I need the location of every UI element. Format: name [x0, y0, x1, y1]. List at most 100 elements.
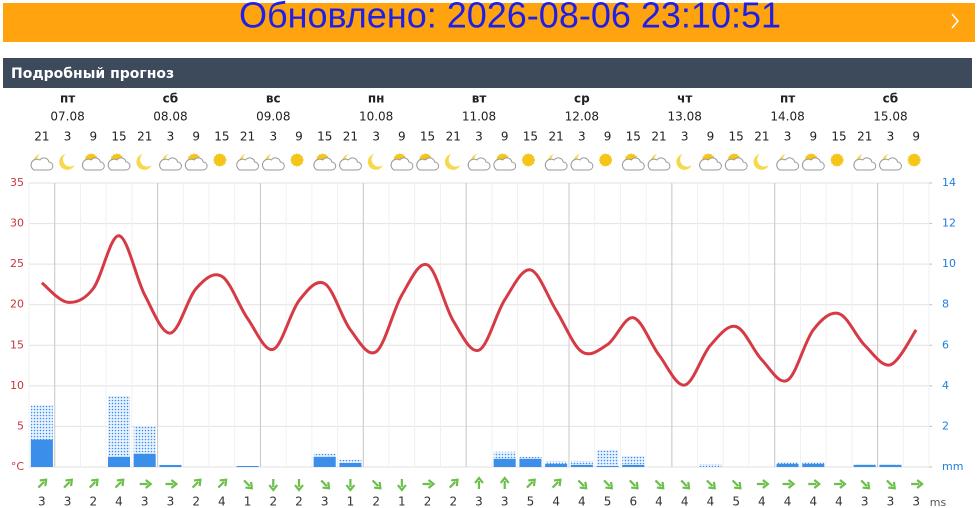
wind-speed: 4: [758, 495, 766, 508]
hour-label: 15: [523, 130, 538, 144]
cloud-icon: [81, 157, 105, 171]
wind-speed: 3: [887, 495, 895, 508]
wind-speed: 4: [707, 495, 715, 508]
day-name: пн: [368, 92, 385, 106]
hour-label: 3: [372, 130, 380, 144]
wind-speed: 2: [449, 495, 457, 508]
wind-speed: 3: [64, 495, 72, 508]
wind-speed: 4: [218, 495, 226, 508]
cloud-icon: [159, 157, 182, 171]
precip-bar: [236, 465, 259, 467]
precip-bar: [596, 449, 619, 467]
hour-label: 3: [475, 130, 483, 144]
wind-arrow: [191, 478, 202, 489]
y-tick-label: 20: [10, 298, 24, 311]
section-header: [3, 58, 972, 88]
sun-icon: [907, 153, 921, 167]
day-date: 11.08: [462, 110, 496, 124]
wind-speed: 3: [38, 495, 46, 508]
y2-tick-label: 12: [942, 217, 956, 230]
banner[interactable]: [3, 3, 975, 42]
y2-tick-label: 14: [942, 176, 956, 189]
wind-speed: 4: [655, 495, 663, 508]
cloud-icon: [416, 157, 440, 171]
hour-label: 15: [626, 130, 641, 144]
day-name: пт: [60, 92, 75, 106]
hour-label: 21: [446, 130, 461, 144]
wind-speed: 3: [501, 495, 509, 508]
hour-label: 21: [240, 130, 255, 144]
precip-bar: [570, 460, 593, 467]
day-name: вт: [472, 92, 487, 106]
moon-icon: [444, 154, 461, 170]
wind-speed: 4: [115, 495, 123, 508]
wind-speed: 1: [347, 495, 355, 508]
wind-arrow: [577, 479, 588, 490]
cloud-icon: [30, 157, 54, 171]
cloud-icon: [236, 157, 260, 171]
plot-frame: [28, 182, 930, 468]
wind-arrow: [371, 479, 382, 490]
sun-icon: [599, 153, 613, 167]
day-date: 15.08: [873, 110, 907, 124]
hour-label: 3: [64, 130, 72, 144]
wind-speed: 2: [295, 495, 303, 508]
wind-arrow: [526, 478, 536, 489]
precip-bar: [493, 458, 516, 467]
banner-text: Обновлено: 2026-08-06 23:10:51: [239, 0, 781, 36]
wind-speed: 2: [192, 495, 200, 508]
cloud-icon: [544, 157, 568, 171]
sun-icon: [521, 153, 535, 167]
day-date: 12.08: [565, 110, 599, 124]
wind-speed: 1: [398, 495, 406, 508]
hour-label: 9: [604, 130, 612, 144]
precip-bar: [622, 464, 645, 467]
wind-arrow: [217, 478, 228, 489]
day-name: чт: [677, 92, 692, 106]
hour-label: 15: [111, 130, 126, 144]
banner-arrow[interactable]: [951, 13, 959, 29]
sun-icon: [290, 153, 304, 167]
wind-speed: 5: [527, 495, 535, 508]
wind-arrow: [808, 479, 822, 489]
hour-label: 21: [137, 130, 152, 144]
moon-icon: [676, 154, 692, 170]
precip-bar: [108, 456, 130, 467]
wind-arrow: [139, 479, 153, 489]
precip-bar: [545, 463, 568, 467]
wind-arrow: [243, 479, 254, 490]
cloud-icon: [621, 157, 645, 171]
hour-label: 9: [707, 130, 715, 144]
hour-label: 21: [34, 130, 49, 144]
cloud-icon: [107, 157, 131, 171]
day-name: пт: [780, 92, 795, 106]
precip-bar: [570, 464, 593, 467]
wind-arrow: [834, 479, 847, 489]
wind-arrow: [474, 476, 484, 489]
wind-arrow: [63, 478, 74, 489]
day-name: вс: [266, 92, 281, 106]
wind-speed: 3: [167, 495, 175, 508]
hour-label: 21: [754, 130, 769, 144]
wind-speed: 2: [89, 495, 97, 508]
day-name: сб: [163, 92, 179, 106]
day-date: 13.08: [668, 110, 702, 124]
moon-icon: [753, 154, 769, 170]
y2-tick-label: 10: [942, 257, 956, 270]
hour-label: 21: [549, 130, 564, 144]
precip-bar: [313, 456, 336, 467]
temperature-line: [40, 234, 918, 387]
wind-arrow: [114, 478, 125, 489]
wind-speed: 2: [424, 495, 432, 508]
wind-arrow: [860, 479, 871, 490]
precip-bar: [159, 464, 182, 467]
precip-bar: [108, 396, 130, 467]
wind-arrow: [603, 479, 614, 490]
wind-speed: 3: [912, 495, 920, 508]
wind-arrow: [448, 478, 459, 489]
day-date: 14.08: [770, 110, 804, 124]
cloud-icon: [313, 157, 337, 171]
precip-bar: [622, 455, 645, 467]
hour-label: 15: [214, 130, 229, 144]
